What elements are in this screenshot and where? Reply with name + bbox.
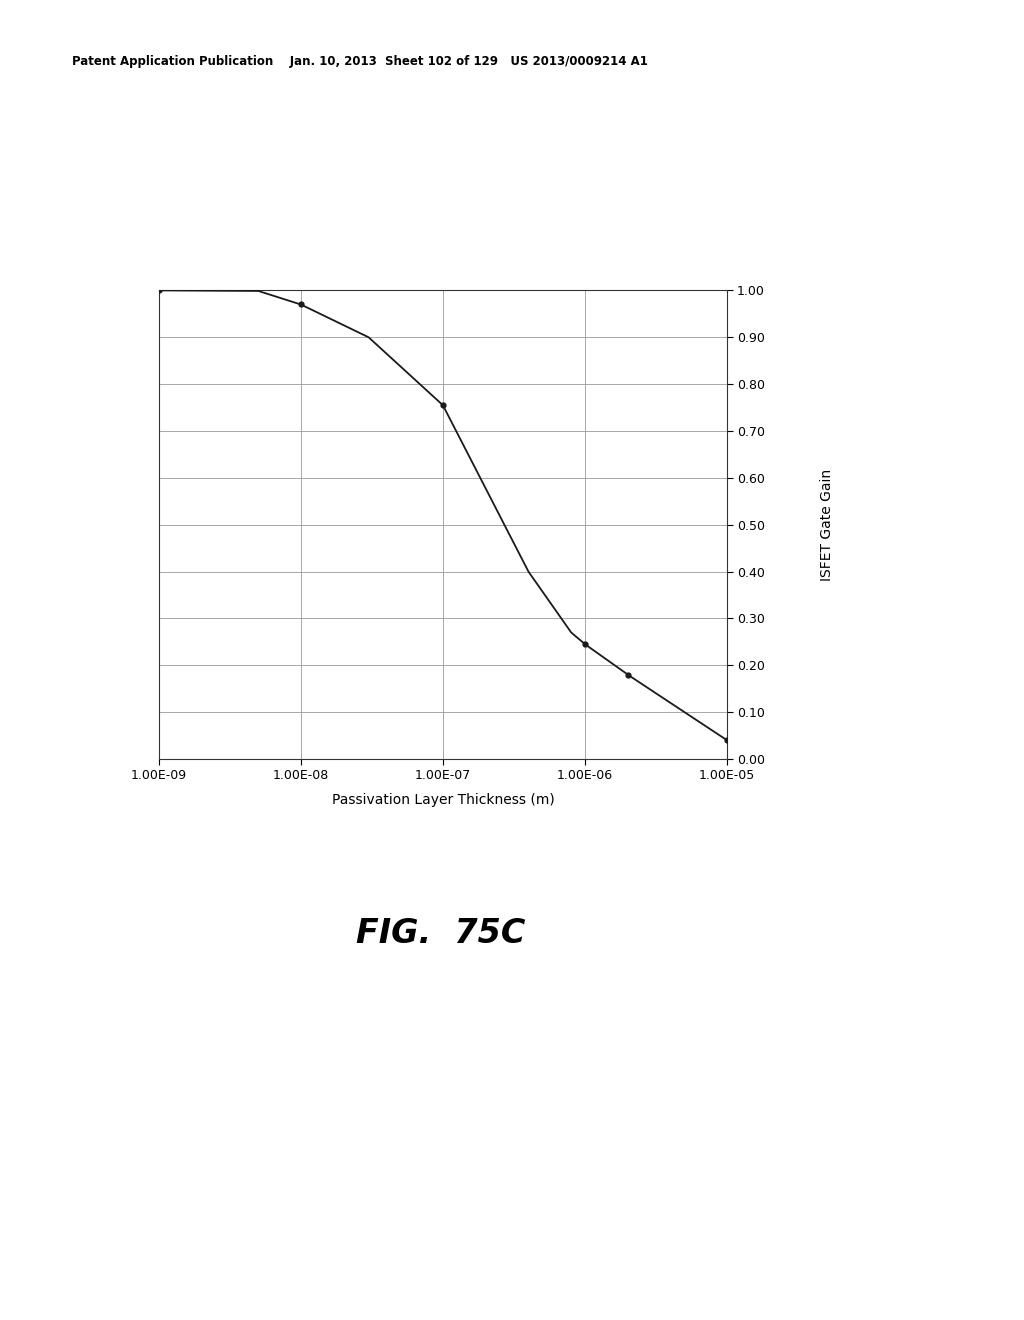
X-axis label: Passivation Layer Thickness (m): Passivation Layer Thickness (m) — [332, 793, 554, 807]
Text: Patent Application Publication    Jan. 10, 2013  Sheet 102 of 129   US 2013/0009: Patent Application Publication Jan. 10, … — [72, 55, 647, 69]
Y-axis label: ISFET Gate Gain: ISFET Gate Gain — [820, 469, 835, 581]
Text: FIG.  75C: FIG. 75C — [355, 917, 525, 950]
